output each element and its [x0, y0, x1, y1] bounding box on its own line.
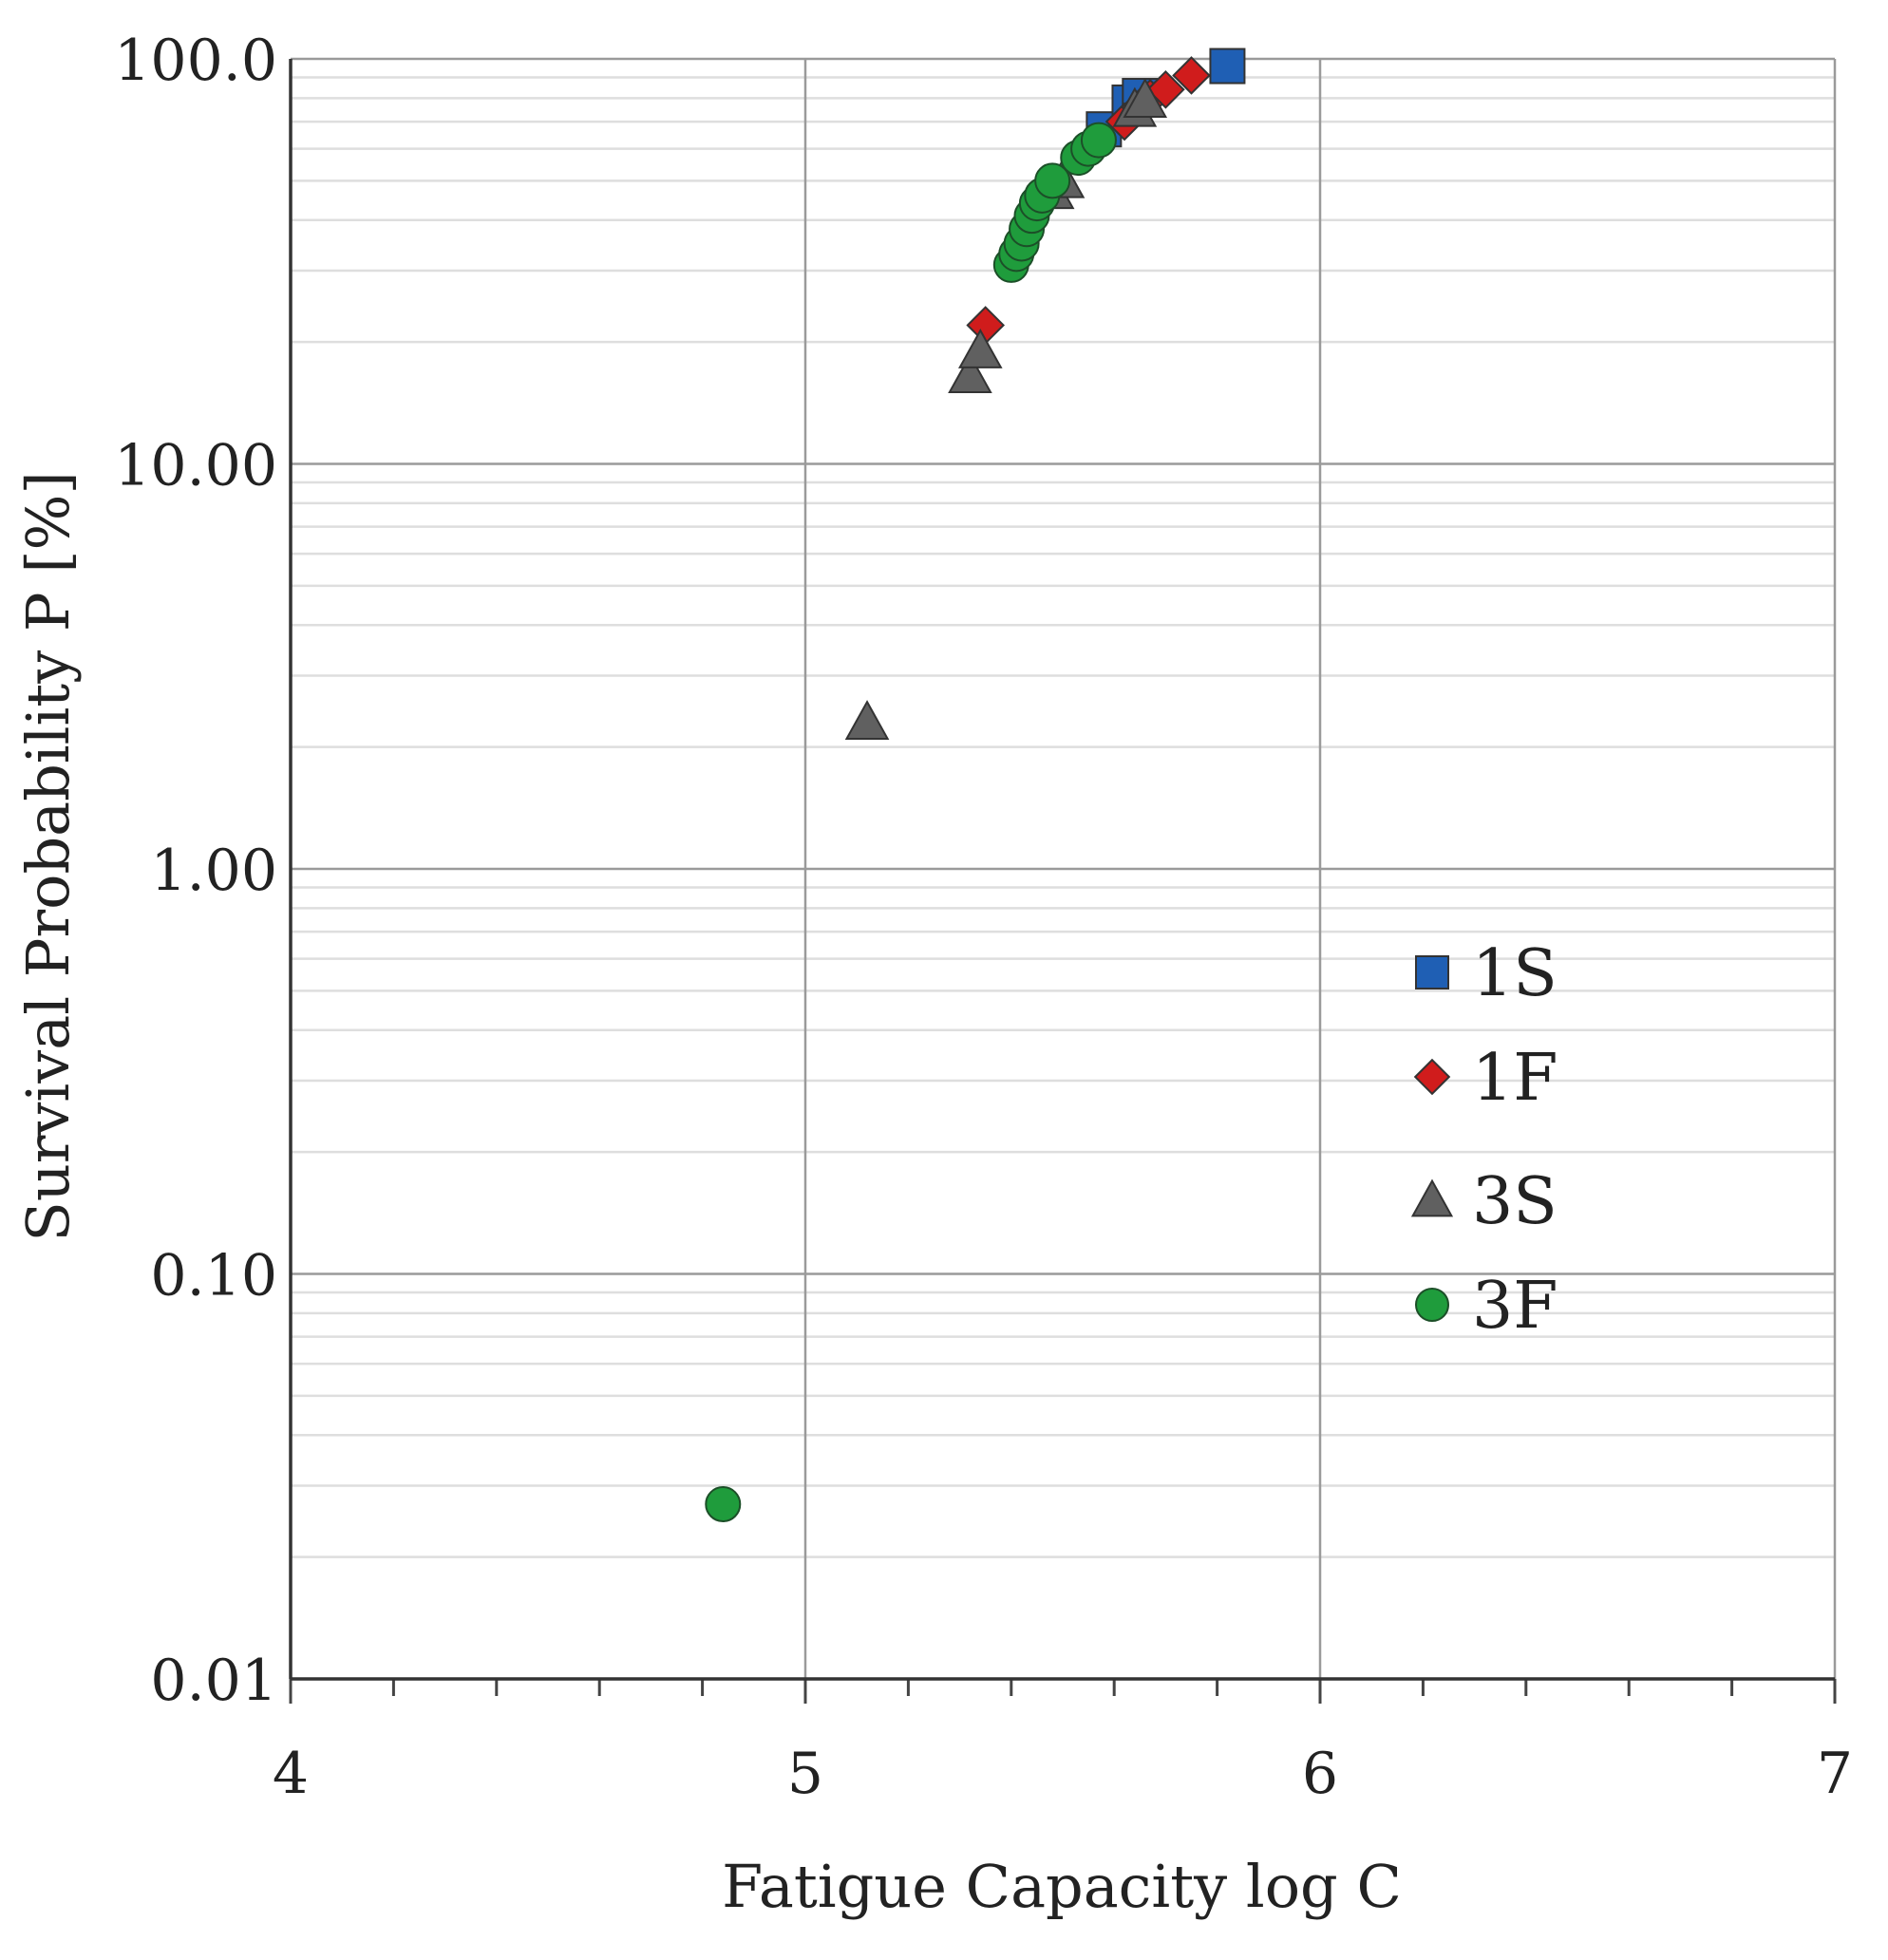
x-tick-label: 7 — [1817, 1741, 1853, 1807]
x-axis-label: Fatigue Capacity log C — [722, 1852, 1402, 1921]
legend-label-1f: 1F — [1472, 1041, 1558, 1116]
y-tick-label: 0.10 — [150, 1243, 277, 1310]
legend-label-3s: 3S — [1472, 1164, 1558, 1239]
x-tick-label: 4 — [273, 1741, 309, 1807]
y-axis-label: Survival Probability P [%] — [13, 471, 83, 1241]
y-tick-label: 100.0 — [114, 28, 277, 94]
data-point-3f — [706, 1487, 740, 1521]
y-tick-label: 1.00 — [150, 838, 277, 904]
data-point-3f — [1082, 123, 1116, 158]
x-tick-label: 6 — [1302, 1741, 1338, 1807]
y-tick-label: 0.01 — [150, 1648, 277, 1714]
legend-label-3f: 3F — [1472, 1269, 1558, 1344]
legend-marker-3f — [1416, 1289, 1448, 1321]
legend-marker-1s — [1416, 956, 1448, 989]
data-point-1s — [1210, 49, 1244, 84]
y-tick-label: 10.00 — [114, 433, 277, 499]
x-tick-label: 5 — [787, 1741, 823, 1807]
legend-label-1s: 1S — [1472, 936, 1558, 1011]
